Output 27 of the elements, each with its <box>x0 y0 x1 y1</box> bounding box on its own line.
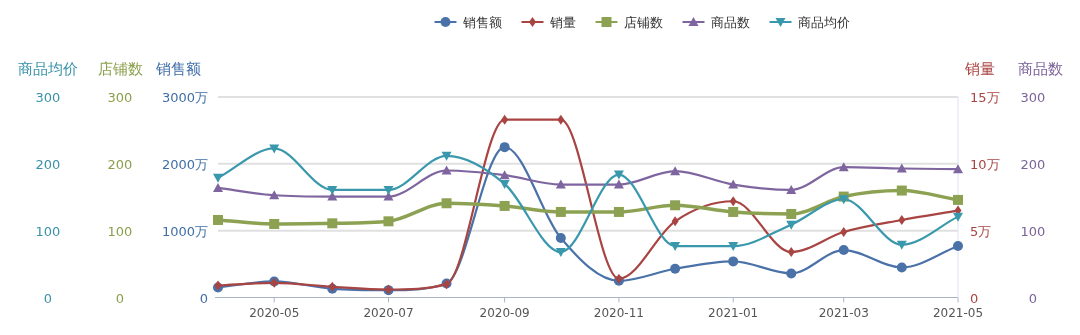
legend-label: 店铺数 <box>623 15 663 30</box>
legend-label: 销量 <box>548 15 576 30</box>
text: 销量 <box>965 60 995 78</box>
text: 销售额 <box>155 60 201 78</box>
text: 0 <box>970 290 979 306</box>
text: 300 <box>1020 90 1046 105</box>
text: 100 <box>1020 223 1046 239</box>
x-tick-label: 2020-05 <box>249 305 300 320</box>
text: 0 <box>1028 290 1038 306</box>
x-tick-label: 2020-07 <box>363 305 414 320</box>
text: 2000万 <box>161 156 208 172</box>
legend-label: 商品均价 <box>797 15 850 30</box>
x-tick-label: 2020-11 <box>593 305 644 320</box>
text: 10万 <box>970 156 1000 172</box>
text: 1000万 <box>161 223 208 239</box>
text: 5万 <box>970 223 992 239</box>
text: 15万 <box>970 90 1000 105</box>
text: 0 <box>199 290 208 306</box>
x-tick-label: 2021-05 <box>932 305 984 320</box>
text: 商品数 <box>1017 60 1063 78</box>
x-tick-label: 2021-03 <box>818 305 869 320</box>
text: 200 <box>1020 156 1046 172</box>
text: 3000万 <box>161 90 208 105</box>
x-tick-label: 2021-01 <box>708 305 759 320</box>
x-tick-label: 2020-09 <box>479 305 530 320</box>
legend-label: 商品数 <box>710 15 750 30</box>
legend-label: 销售额 <box>461 15 502 30</box>
